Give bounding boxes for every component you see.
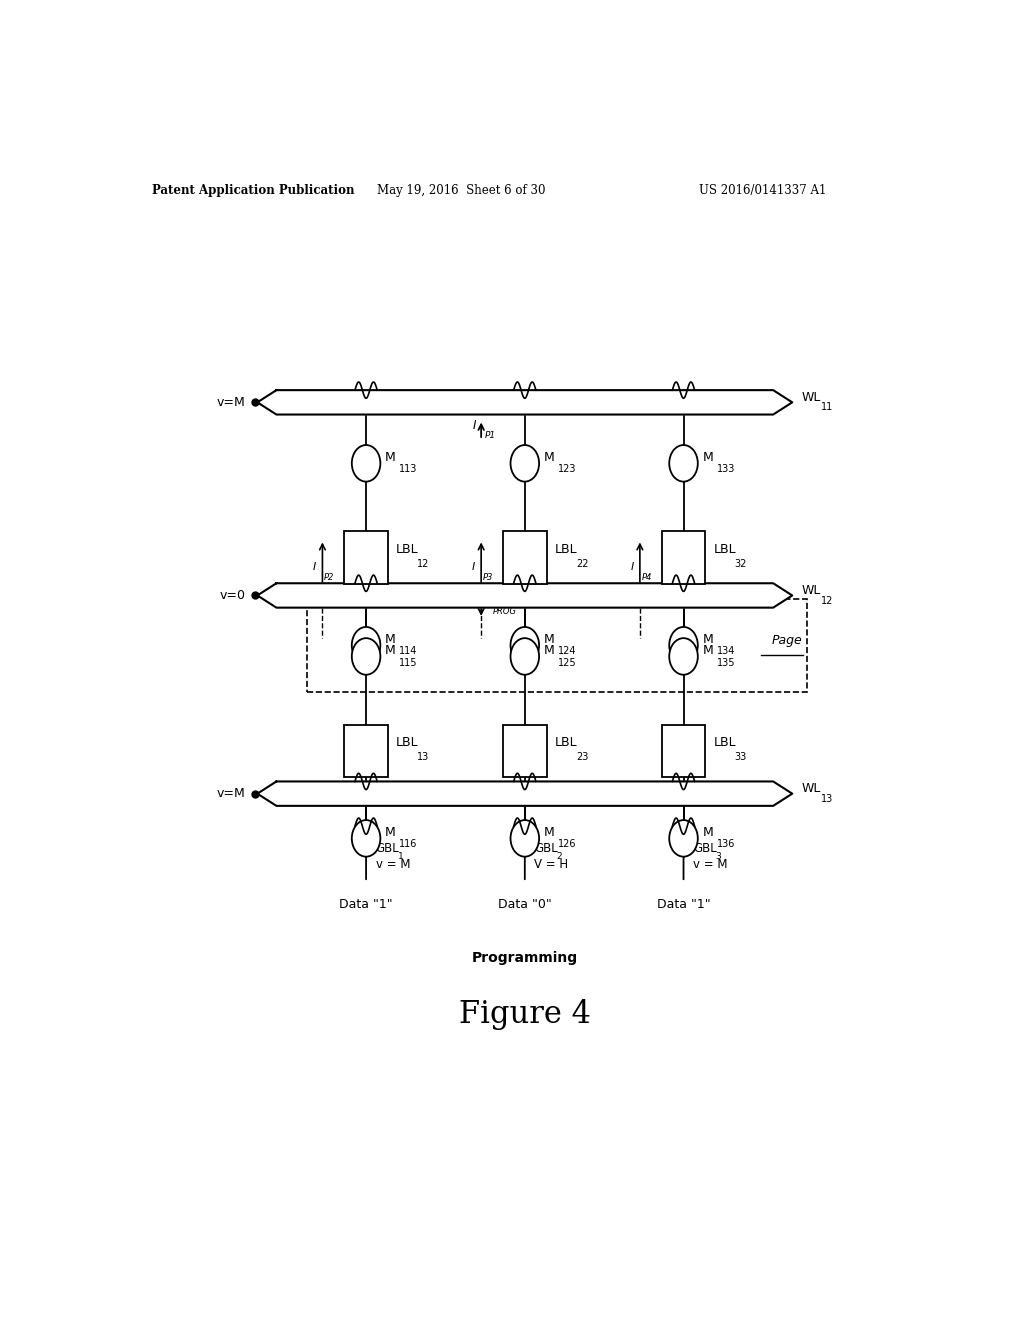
Text: I: I (631, 562, 634, 572)
Text: M: M (702, 632, 714, 645)
Text: M: M (702, 450, 714, 463)
Text: 116: 116 (399, 840, 418, 850)
Text: WL: WL (802, 391, 821, 404)
Circle shape (352, 445, 380, 482)
Text: 125: 125 (558, 657, 577, 668)
Text: P4: P4 (641, 573, 652, 582)
Text: 113: 113 (399, 465, 418, 474)
Text: 124: 124 (558, 647, 577, 656)
Text: WL: WL (802, 781, 821, 795)
Text: I: I (473, 420, 476, 432)
Text: 114: 114 (399, 647, 418, 656)
Text: M: M (702, 826, 714, 838)
Text: 12: 12 (417, 558, 430, 569)
Text: I: I (485, 597, 488, 607)
Text: 2: 2 (557, 853, 562, 861)
Text: v=M: v=M (217, 787, 246, 800)
Circle shape (511, 445, 539, 482)
Text: M: M (702, 644, 714, 657)
Text: 32: 32 (734, 558, 748, 569)
Polygon shape (257, 583, 793, 607)
Text: WL: WL (802, 583, 821, 597)
Text: PROG: PROG (494, 607, 517, 616)
Text: M: M (544, 632, 555, 645)
Text: 23: 23 (575, 752, 589, 762)
Text: GBL: GBL (376, 842, 399, 855)
Text: 1: 1 (397, 853, 403, 861)
Text: 123: 123 (558, 465, 577, 474)
Text: LBL: LBL (714, 544, 736, 556)
Circle shape (670, 445, 697, 482)
Text: LBL: LBL (714, 737, 736, 750)
Text: 3: 3 (715, 853, 721, 861)
Text: US 2016/0141337 A1: US 2016/0141337 A1 (699, 185, 826, 198)
Text: I: I (472, 562, 475, 572)
FancyBboxPatch shape (662, 725, 706, 777)
Text: Programming: Programming (472, 952, 578, 965)
Circle shape (352, 820, 380, 857)
Text: M: M (544, 644, 555, 657)
Text: 115: 115 (399, 657, 418, 668)
Text: 33: 33 (734, 752, 746, 762)
Text: 133: 133 (717, 465, 735, 474)
Text: 136: 136 (717, 840, 735, 850)
Text: 126: 126 (558, 840, 577, 850)
Text: M: M (385, 632, 396, 645)
Circle shape (670, 627, 697, 664)
Text: LBL: LBL (396, 737, 419, 750)
Circle shape (511, 820, 539, 857)
Text: Figure 4: Figure 4 (459, 999, 591, 1030)
Text: M: M (544, 826, 555, 838)
Text: v=M: v=M (217, 396, 246, 409)
Text: LBL: LBL (555, 737, 578, 750)
Circle shape (352, 638, 380, 675)
Circle shape (511, 638, 539, 675)
Text: 22: 22 (575, 558, 589, 569)
Text: M: M (385, 826, 396, 838)
Circle shape (352, 627, 380, 664)
Text: 134: 134 (717, 647, 735, 656)
FancyBboxPatch shape (344, 725, 388, 777)
Circle shape (670, 638, 697, 675)
FancyBboxPatch shape (503, 532, 547, 585)
Text: M: M (385, 644, 396, 657)
Text: Data "1": Data "1" (656, 898, 711, 911)
Text: V = H: V = H (535, 858, 568, 871)
Bar (306, 598, 807, 692)
Text: 11: 11 (821, 403, 834, 412)
Text: v = M: v = M (693, 858, 727, 871)
FancyBboxPatch shape (503, 725, 547, 777)
Text: 13: 13 (417, 752, 429, 762)
Text: Patent Application Publication: Patent Application Publication (152, 185, 354, 198)
Text: M: M (385, 450, 396, 463)
Text: GBL: GBL (693, 842, 717, 855)
Text: P2: P2 (324, 573, 335, 582)
Text: May 19, 2016  Sheet 6 of 30: May 19, 2016 Sheet 6 of 30 (377, 185, 546, 198)
Text: GBL: GBL (535, 842, 558, 855)
Text: LBL: LBL (396, 544, 419, 556)
Circle shape (511, 627, 539, 664)
Text: P1: P1 (484, 432, 496, 441)
FancyBboxPatch shape (344, 532, 388, 585)
Text: P3: P3 (482, 573, 494, 582)
Text: M: M (544, 450, 555, 463)
Text: LBL: LBL (555, 544, 578, 556)
Text: 135: 135 (717, 657, 735, 668)
Polygon shape (257, 781, 793, 805)
Text: Page: Page (772, 634, 803, 647)
Polygon shape (257, 391, 793, 414)
Text: Data "0": Data "0" (498, 898, 552, 911)
Text: v=0: v=0 (219, 589, 246, 602)
Text: 13: 13 (821, 793, 834, 804)
Text: I: I (313, 562, 316, 572)
FancyBboxPatch shape (662, 532, 706, 585)
Text: v = M: v = M (376, 858, 410, 871)
Text: 12: 12 (821, 595, 834, 606)
Text: Data "1": Data "1" (339, 898, 393, 911)
Circle shape (670, 820, 697, 857)
